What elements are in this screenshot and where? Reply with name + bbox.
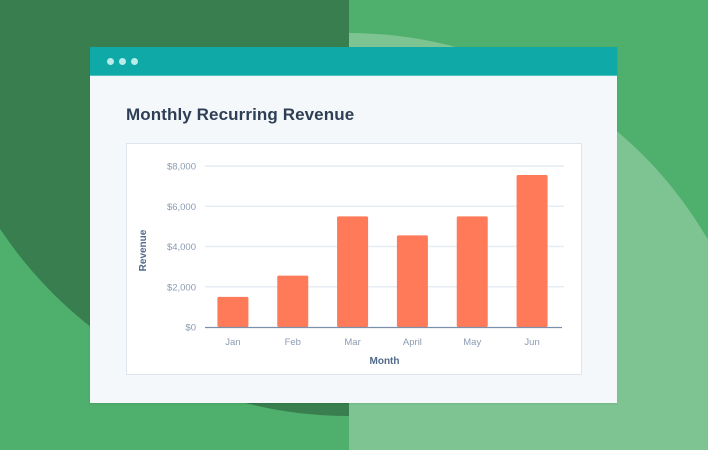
bar-april	[396, 235, 428, 327]
bar-jun	[516, 175, 548, 327]
page-title: Monthly Recurring Revenue	[126, 105, 355, 124]
y-axis-title: Revenue	[138, 229, 149, 271]
y-tick-label: $0	[185, 323, 196, 334]
gridlines	[205, 165, 564, 288]
y-tick-label: $8,000	[167, 162, 196, 173]
x-tick-label: Mar	[344, 337, 360, 348]
y-tick-label: $6,000	[167, 202, 196, 213]
x-tick-label: Jun	[524, 337, 539, 348]
x-tick-label: Jan	[225, 337, 240, 348]
x-tick-label: May	[463, 337, 481, 348]
bar-feb	[277, 275, 309, 327]
bars	[217, 175, 548, 327]
y-tick-label: $2,000	[167, 282, 196, 293]
bar-jan	[217, 296, 249, 327]
window-dot-icon	[107, 58, 114, 65]
x-axis-title: Month	[370, 356, 400, 367]
bar-may	[456, 216, 488, 327]
y-axis-ticks: $0 $2,000 $4,000 $6,000 $8,000	[167, 162, 196, 334]
y-tick-label: $4,000	[167, 242, 196, 253]
bar-chart: $0 $2,000 $4,000 $6,000 $8,000 Jan Feb Mar Apri…	[138, 162, 564, 367]
browser-window: Monthly Recurring Revenue $0 $2,000 $4,000…	[90, 47, 617, 403]
x-tick-label: Feb	[285, 337, 301, 348]
window-dot-icon	[119, 58, 126, 65]
chart-panel: $0 $2,000 $4,000 $6,000 $8,000 Jan Feb Mar Apri…	[126, 143, 582, 375]
window-titlebar	[90, 47, 617, 76]
x-tick-label: April	[403, 337, 422, 348]
window-dot-icon	[131, 58, 138, 65]
x-axis-ticks: Jan Feb Mar April May Jun	[225, 337, 539, 348]
bar-mar	[337, 216, 369, 327]
